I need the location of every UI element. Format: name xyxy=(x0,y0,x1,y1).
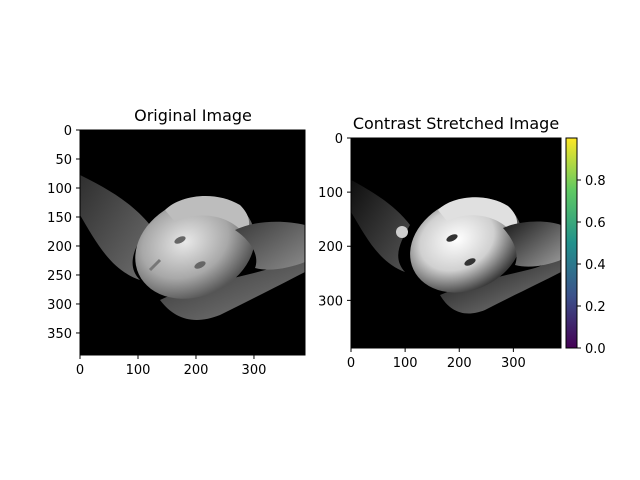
colorbar: 0.0 0.2 0.4 0.6 0.8 xyxy=(565,137,606,357)
colorbar-tick-label: 0.2 xyxy=(585,300,606,315)
colorbar-tick-label: 0.6 xyxy=(585,216,606,231)
original-image-panel: Original Image 0 100 200 300 0 50 100 150 200 250… xyxy=(47,106,306,378)
y-tick-label: 150 xyxy=(47,211,72,226)
colorbar-tick-label: 0.8 xyxy=(585,174,606,189)
x-tick-label: 200 xyxy=(184,363,209,378)
x-tick-label: 100 xyxy=(126,363,151,378)
stretched-image xyxy=(351,138,561,348)
original-image-axes: 0 100 200 300 0 50 100 150 200 250 300 350 xyxy=(47,124,266,378)
y-tick-label: 0 xyxy=(335,132,343,147)
x-tick-label: 0 xyxy=(347,356,355,371)
y-tick-label: 50 xyxy=(55,153,72,168)
stretched-image-panel: Contrast Stretched Image 0 100 200 300 0 100 2… xyxy=(318,114,562,371)
colorbar-ticks: 0.0 0.2 0.4 0.6 0.8 xyxy=(577,174,606,357)
y-tick-label: 100 xyxy=(47,182,72,197)
x-tick-label: 300 xyxy=(242,363,267,378)
original-image-title: Original Image xyxy=(134,106,252,125)
stretched-image-title: Contrast Stretched Image xyxy=(353,114,559,133)
y-tick-label: 100 xyxy=(318,186,343,201)
y-tick-label: 300 xyxy=(318,294,343,309)
y-tick-label: 0 xyxy=(64,124,72,139)
y-tick-label: 200 xyxy=(318,240,343,255)
y-tick-label: 350 xyxy=(47,327,72,342)
y-tick-label: 200 xyxy=(47,240,72,255)
x-tick-label: 300 xyxy=(501,356,526,371)
original-image xyxy=(80,130,305,355)
stretched-image-axes: 0 100 200 300 0 100 200 300 xyxy=(318,132,526,371)
x-tick-label: 200 xyxy=(447,356,472,371)
y-tick-label: 300 xyxy=(47,298,72,313)
colorbar-gradient xyxy=(566,138,577,348)
y-tick-label: 250 xyxy=(47,269,72,284)
colorbar-tick-label: 0.0 xyxy=(585,342,606,357)
colorbar-tick-label: 0.4 xyxy=(585,258,606,273)
x-tick-label: 100 xyxy=(393,356,418,371)
x-tick-label: 0 xyxy=(76,363,84,378)
